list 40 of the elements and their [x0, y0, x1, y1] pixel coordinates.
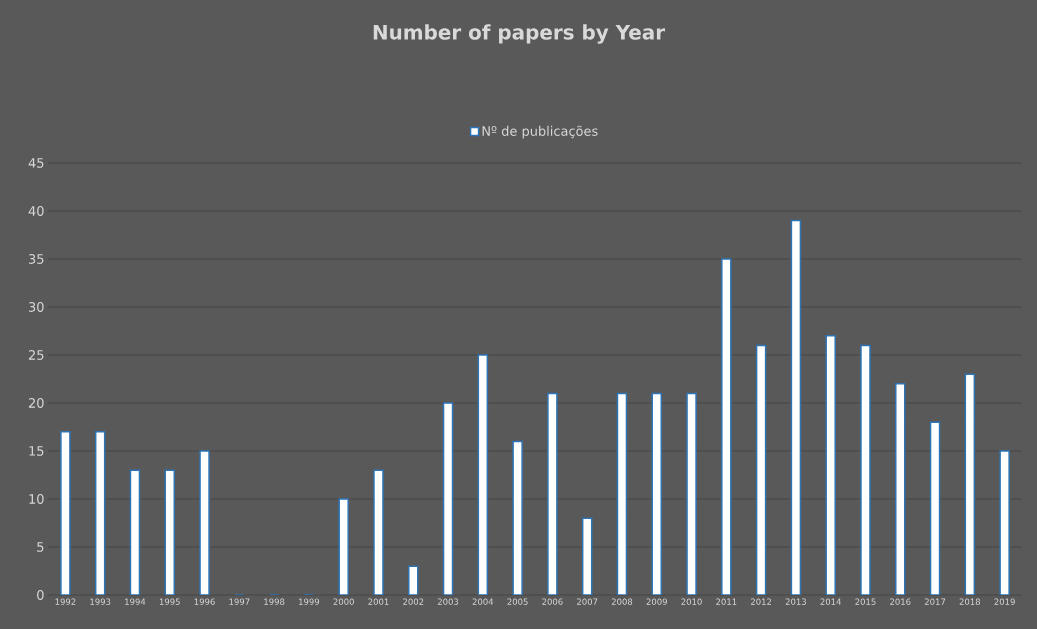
x-tick-label: 1992: [55, 598, 76, 605]
y-tick-label: 5: [37, 542, 44, 552]
x-tick-label: 2007: [577, 598, 598, 605]
y-tick-label: 10: [29, 494, 44, 504]
x-tick-label: 2009: [646, 598, 667, 605]
y-tick-label: 25: [28, 350, 44, 360]
x-tick-label: 1999: [299, 598, 320, 605]
x-tick-label: 2016: [890, 598, 911, 605]
chart-title: Number of papers by Year: [373, 24, 666, 44]
x-tick-label: 2001: [368, 598, 389, 605]
y-tick-label: 15: [29, 446, 44, 456]
x-tick-label: 2010: [681, 598, 702, 605]
legend-label: Nº de publicações: [482, 125, 598, 139]
y-tick-label: 30: [28, 302, 44, 312]
x-tick-label: 2006: [542, 598, 563, 605]
y-tick-label: 0: [37, 590, 44, 600]
y-tick-label: 35: [28, 254, 44, 264]
y-tick-label: 20: [28, 398, 44, 408]
x-tick-label: 1998: [264, 598, 285, 605]
x-tick-label: 2005: [507, 598, 528, 605]
x-tick-label: 2013: [785, 598, 806, 605]
x-tick-label: 2000: [333, 598, 354, 605]
y-tick-label: 45: [28, 158, 44, 168]
x-tick-label: 1993: [90, 598, 111, 605]
x-tick-label: 2017: [924, 598, 946, 605]
x-tick-label: 2011: [716, 598, 737, 605]
x-tick-label: 1996: [194, 598, 215, 605]
x-tick-label: 2002: [403, 598, 424, 605]
x-tick-label: 2018: [959, 598, 981, 605]
x-tick-label: 2012: [750, 598, 772, 605]
x-tick-label: 1997: [229, 598, 250, 605]
y-tick-label: 40: [28, 206, 44, 216]
x-tick-label: 2015: [855, 598, 876, 605]
x-tick-label: 2008: [611, 598, 633, 605]
x-tick-label: 1994: [125, 598, 146, 605]
x-tick-label: 2019: [994, 598, 1015, 605]
x-tick-label: 2004: [472, 598, 494, 605]
x-tick-label: 2014: [820, 598, 841, 605]
x-tick-label: 1995: [159, 598, 180, 605]
x-tick-label: 2003: [437, 598, 459, 605]
